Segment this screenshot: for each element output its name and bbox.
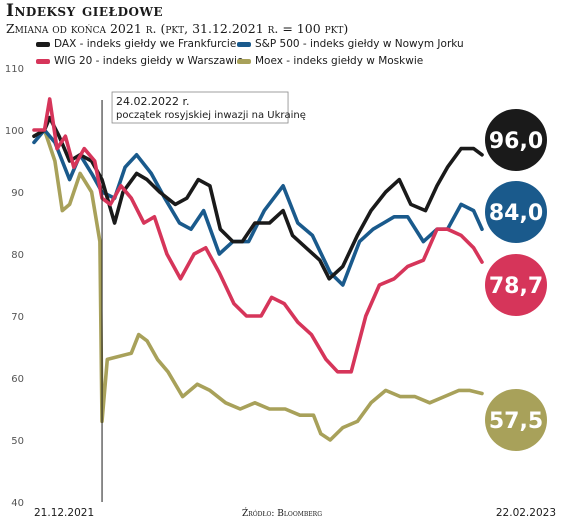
end-value-label: 96,0: [489, 129, 543, 154]
legend-swatch: [36, 42, 50, 47]
end-value-label: 84,0: [489, 201, 543, 226]
y-tick-label: 40: [11, 498, 24, 509]
y-tick-label: 90: [11, 188, 24, 199]
y-tick-label: 50: [11, 436, 24, 447]
x-end-label: 22.02.2023: [496, 507, 556, 519]
legend-swatch: [36, 59, 50, 64]
end-value-badge: [485, 389, 547, 451]
series-lines: [32, 97, 484, 442]
event-annotation: 24.02.2022 r. początek rosyjskiej inwazji…: [101, 91, 306, 502]
y-tick-label: 60: [11, 374, 24, 385]
end-value-badge: [485, 109, 547, 171]
legend: DAX - indeks giełdy we Frankfurcie S&P 50…: [36, 38, 464, 67]
chart-title: Indeksy giełdowe: [6, 1, 164, 21]
y-tick-label: 80: [11, 250, 24, 261]
annotation-box: [111, 91, 289, 124]
series-line: [32, 128, 484, 442]
end-value-badges: 96,0 84,0 78,7 57,5: [485, 109, 547, 451]
end-value-label: 78,7: [489, 274, 543, 299]
end-value-label: 57,5: [489, 409, 543, 434]
end-value-badge: [485, 181, 547, 243]
legend-swatch: [237, 42, 251, 47]
source-label: Źródło: Bloomberg: [242, 507, 322, 519]
y-tick-label: 100: [5, 126, 24, 137]
series-line: [32, 97, 484, 374]
legend-label: Moex - indeks giełdy w Moskwie: [255, 55, 423, 67]
chart-subtitle: Zmiana od końca 2021 r. (pkt, 31.12.2021…: [6, 21, 349, 36]
annotation-text: początek rosyjskiej inwazji na Ukrainę: [116, 110, 306, 121]
x-axis: 21.12.2021 22.02.2023 Źródło: Bloomberg: [34, 507, 556, 519]
y-tick-label: 70: [11, 312, 24, 323]
legend-label: S&P 500 - indeks giełdy w Nowym Jorku: [255, 38, 464, 50]
legend-swatch: [237, 59, 251, 64]
legend-label: WIG 20 - indeks giełdy w Warszawie: [54, 55, 243, 67]
annotation-date: 24.02.2022 r.: [116, 95, 190, 108]
legend-label: DAX - indeks giełdy we Frankfurcie: [54, 38, 236, 50]
y-tick-label: 110: [5, 64, 24, 75]
y-axis: 40 50 60 70 80 90 100 110: [5, 64, 24, 509]
x-start-label: 21.12.2021: [34, 507, 94, 519]
end-value-badge: [485, 254, 547, 316]
